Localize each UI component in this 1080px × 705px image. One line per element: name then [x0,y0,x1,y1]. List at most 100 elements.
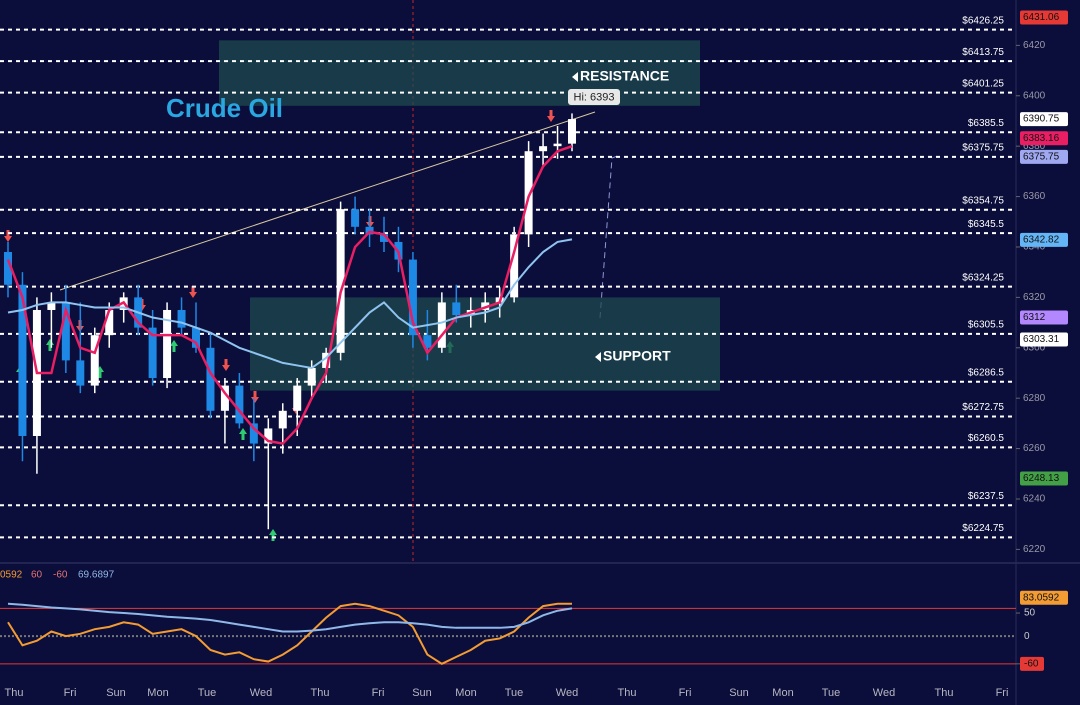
x-tick-label: Sun [412,687,432,699]
candle-body [264,428,273,444]
signal-arrow [189,286,197,298]
trend-line [59,111,596,291]
candle-body [249,423,258,444]
y-tick-label: 6260 [1023,443,1046,454]
x-tick-label: Sun [729,687,749,699]
candle-body [278,410,287,429]
candle-body [322,352,331,368]
annotation: Hi: 6393 [574,91,615,103]
candle-body [293,385,302,411]
signal-arrow [547,110,555,122]
level-label: $6237.5 [968,491,1005,502]
signal-arrow [269,529,277,541]
candle-body [452,302,461,316]
y-tick-label: 6280 [1023,393,1046,404]
y-tick-label: 6380 [1023,141,1046,152]
indicator-header: 60 [31,570,43,581]
y-tick-label: 6220 [1023,544,1046,555]
level-label: $6375.75 [962,143,1004,154]
chart-title: Crude Oil [166,93,283,123]
indicator-header: 69.6897 [78,570,115,581]
x-tick-label: Fri [679,687,692,699]
level-label: $6413.75 [962,47,1004,58]
price-tag-label: 6390.75 [1023,114,1060,125]
level-label: $6426.25 [962,15,1004,26]
candle-body [423,335,432,348]
level-label: $6305.5 [968,320,1005,331]
ma-line [6,144,573,445]
candle-body [437,302,446,348]
candle-body [568,119,576,144]
candle-body [408,259,417,336]
y-tick-label: -60 [1024,658,1039,669]
candle-body [351,209,360,227]
x-tick-label: Mon [147,687,168,699]
candle-body [380,234,388,242]
price-tag [1020,149,1068,164]
price-tag-label: 6383.16 [1023,133,1060,144]
y-tick-label: 6360 [1023,191,1046,202]
price-tag-label: 6248.13 [1023,473,1060,484]
candle-body [148,327,157,379]
indicator-header: 0592 [0,570,23,581]
candle-body [336,209,345,353]
candle-body [76,360,85,386]
level-label: $6272.75 [962,402,1004,413]
x-tick-label: Fri [372,687,385,699]
x-tick-label: Thu [618,687,637,699]
candle-body [510,234,519,298]
oscillator-line [7,602,573,633]
x-tick-label: Wed [250,687,272,699]
price-tag [1020,131,1068,146]
candle-body [235,385,244,424]
candle-body [206,347,215,411]
price-tag-label: 6375.75 [1023,152,1060,163]
candle-body [105,309,114,336]
candle-body [177,309,186,328]
y-tick-label: 6340 [1023,242,1046,253]
level-label: $6224.75 [962,523,1004,534]
x-tick-label: Wed [556,687,578,699]
x-tick-label: Tue [505,687,524,699]
y-tick-label: 0 [1024,631,1030,642]
tick-bg [1020,656,1044,671]
level-label: $6260.5 [968,433,1005,444]
x-tick-label: Thu [935,687,954,699]
zone-marker [572,72,578,82]
x-tick-label: Fri [996,687,1009,699]
price-tag [1020,10,1068,25]
x-tick-label: Wed [873,687,895,699]
level-label: $6324.25 [962,272,1004,283]
zone-label: RESISTANCE [580,68,669,84]
x-tick-label: Fri [64,687,77,699]
price-tag-label: 6342.82 [1023,235,1060,246]
candle-body [539,146,548,152]
price-tag [1020,232,1068,247]
x-tick-label: Thu [311,687,330,699]
signal-arrow [222,359,230,371]
y-tick-label: 50 [1024,608,1036,619]
candle-body [192,327,200,348]
signal-arrow [170,340,178,352]
level-label: $6286.5 [968,367,1005,378]
price-tag-label: 83.0592 [1023,592,1060,603]
y-tick-label: 6300 [1023,342,1046,353]
candle-body [90,335,99,386]
candle-body [18,284,27,436]
x-tick-label: Thu [5,687,24,699]
oscillator-line [7,602,572,665]
price-tag [1020,332,1068,347]
candle-body [220,385,229,411]
candle-body [4,252,12,285]
candle-body [553,143,562,147]
signal-arrow [251,391,259,403]
level-label: $6401.25 [962,78,1004,89]
signal-arrow [239,428,247,440]
candle-body [47,302,56,310]
indicator-header: -60 [53,570,68,581]
price-tag-label: 6431.06 [1023,12,1060,23]
price-tag-label: 6303.31 [1023,334,1060,345]
price-tag [1020,310,1068,325]
level-label: $6345.5 [968,219,1005,230]
